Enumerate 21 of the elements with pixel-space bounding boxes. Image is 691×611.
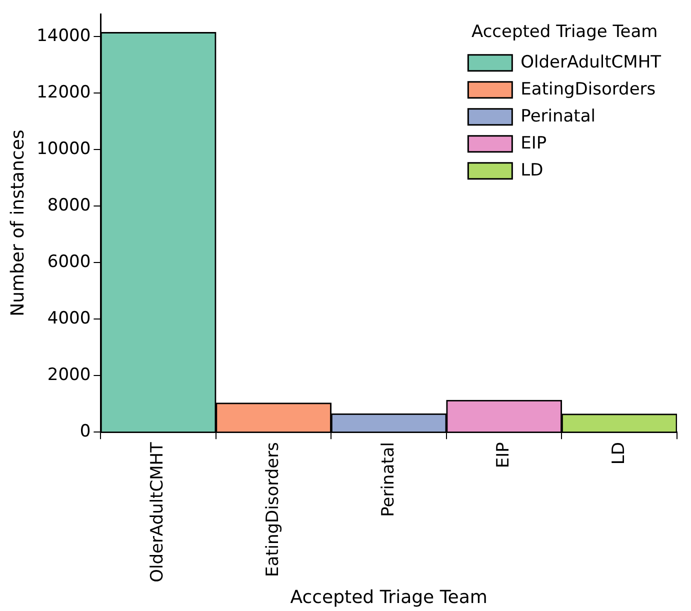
y-tick-label: 0 bbox=[80, 421, 91, 442]
legend-label: EatingDisorders bbox=[520, 79, 656, 100]
y-tick-label: 12000 bbox=[36, 82, 91, 103]
legend-label: Perinatal bbox=[520, 106, 596, 126]
legend-title: Accepted Triage Team bbox=[471, 22, 658, 42]
x-tick-label: OlderAdultCMHT bbox=[148, 441, 168, 582]
x-axis-title: Accepted Triage Team bbox=[290, 586, 488, 608]
y-axis-title: Number of instances bbox=[7, 130, 28, 316]
legend-label: LD bbox=[520, 160, 544, 180]
y-tick-label: 14000 bbox=[36, 26, 91, 46]
x-tick-label: LD bbox=[608, 442, 629, 465]
x-tick-label: EatingDisorders bbox=[263, 442, 283, 578]
legend-label: OlderAdultCMHT bbox=[520, 52, 662, 72]
y-tick-label: 6000 bbox=[47, 252, 91, 272]
legend-label: EIP bbox=[520, 133, 547, 154]
y-tick-label: 10000 bbox=[36, 139, 91, 160]
y-tick-label: 8000 bbox=[47, 196, 91, 216]
y-tick-label: 2000 bbox=[47, 364, 91, 385]
x-tick-label: Perinatal bbox=[378, 442, 398, 517]
x-tick-label: EIP bbox=[494, 442, 514, 468]
y-tick-label: 4000 bbox=[47, 308, 91, 328]
